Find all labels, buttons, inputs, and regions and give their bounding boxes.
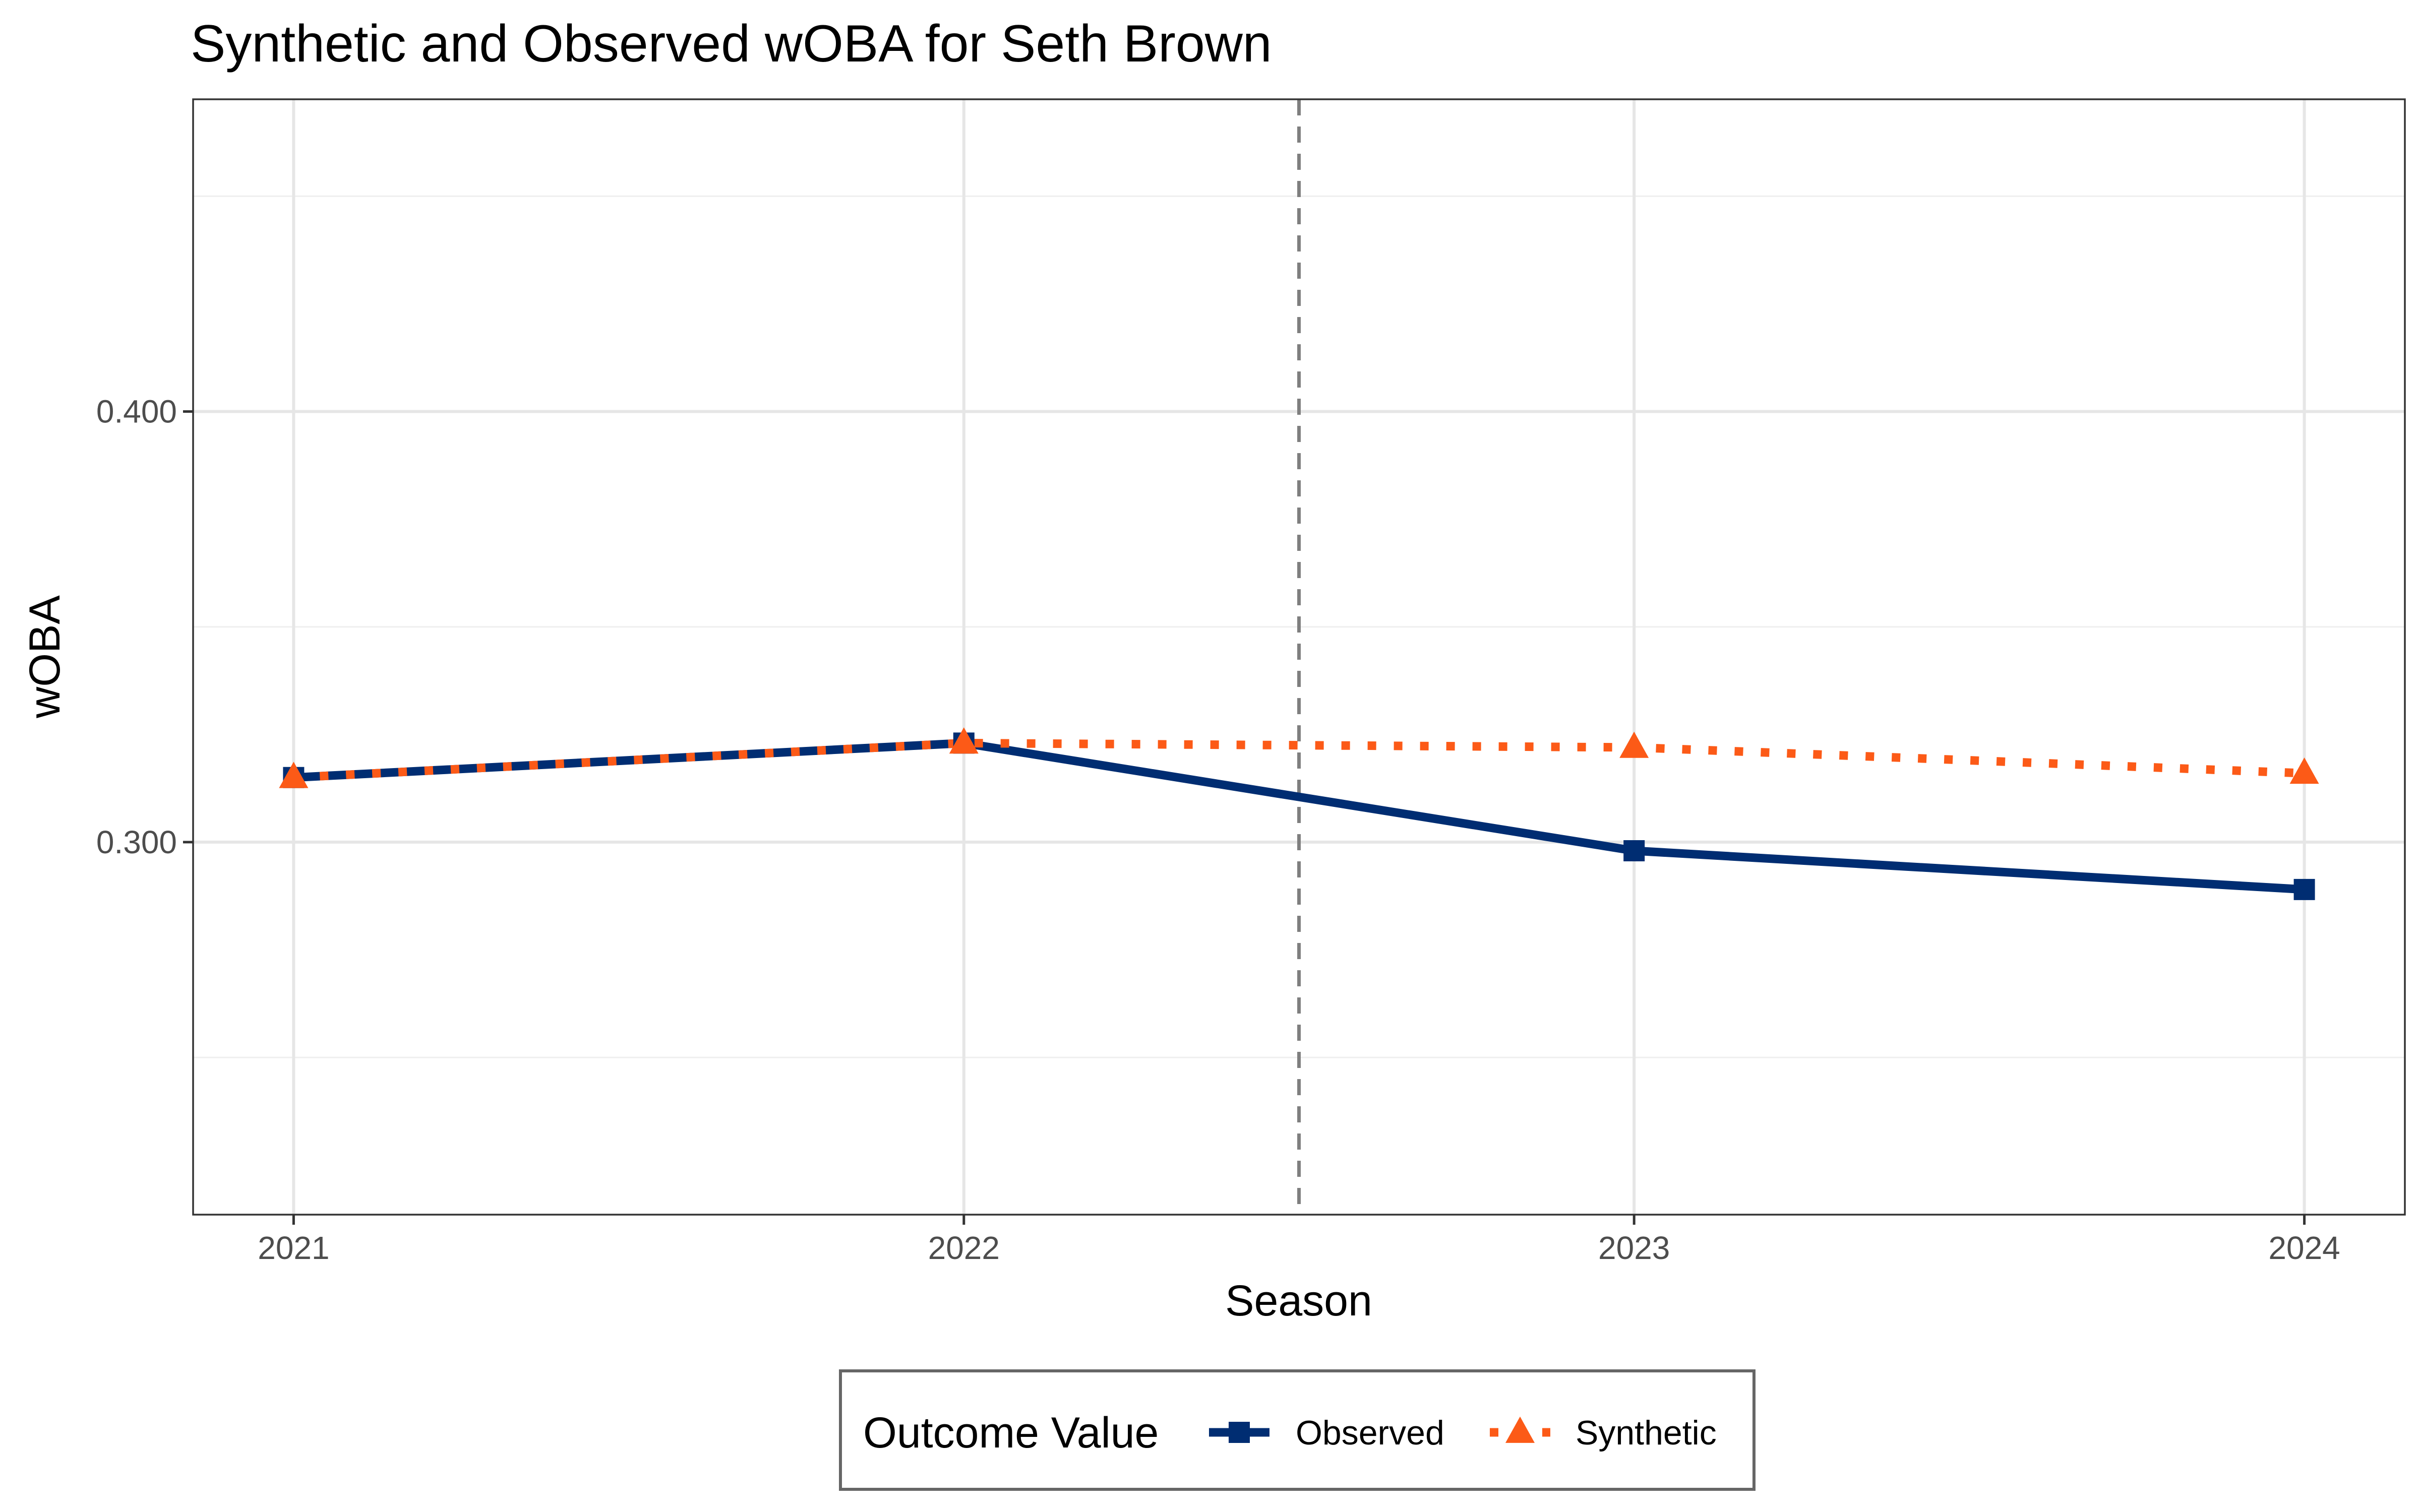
point-synthetic-2021 [279,762,309,788]
legend-key-marker-synthetic [1505,1416,1535,1443]
y-axis: 0.300 0.400 [96,393,193,860]
legend-box [839,1369,1756,1491]
x-tick-label: 2022 [928,1230,1000,1266]
legend-label-synthetic: Synthetic [1576,1414,1717,1452]
point-synthetic-2024 [2289,757,2319,784]
y-axis-title: wOBA [21,595,69,719]
x-tick-label: 2021 [258,1230,329,1266]
y-tick-label: 0.300 [96,824,177,860]
x-tick-label: 2023 [1598,1230,1670,1266]
point-observed-2024 [2293,878,2315,900]
point-observed-2023 [1623,840,1645,861]
legend: Outcome Value Observed Synthetic [839,1369,1756,1491]
x-axis-title: Season [1225,1277,1372,1325]
x-tick-label: 2024 [2268,1230,2340,1266]
chart-title: Synthetic and Observed wOBA for Seth Bro… [191,15,1272,73]
series-layer [279,727,2319,900]
point-synthetic-2023 [1619,731,1649,758]
x-axis: 2021 2022 2023 2024 [258,1215,2340,1266]
point-synthetic-2022 [949,727,979,754]
y-tick-label: 0.400 [96,393,177,429]
series-line-observed [293,738,2305,894]
plot-panel-border [192,98,2406,1216]
legend-key-marker-observed [1229,1422,1250,1443]
legend-title: Outcome Value [863,1409,1159,1457]
legend-label-observed: Observed [1296,1414,1444,1452]
